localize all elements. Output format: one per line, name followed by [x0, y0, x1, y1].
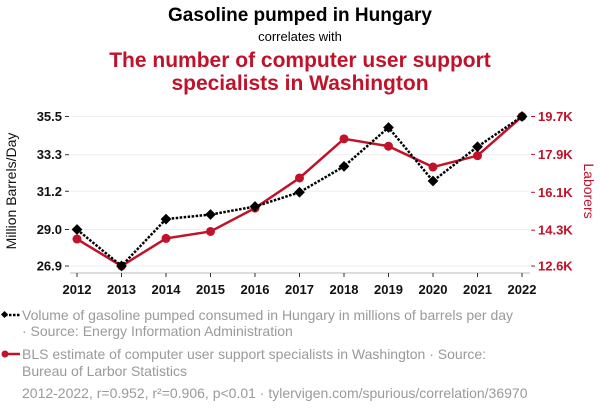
y-right-tick-label: 14.3K — [538, 223, 573, 238]
y-left-tick-label: 33.3 — [37, 147, 62, 162]
point-gasoline — [160, 213, 172, 225]
x-tick-label: 2012 — [63, 282, 92, 297]
point-laborers — [206, 226, 215, 236]
legend-gasoline-line2: · Source: Energy Information Administrat… — [22, 323, 293, 339]
point-gasoline — [338, 161, 350, 172]
y-axis-right-label: Laborers — [581, 163, 597, 218]
point-gasoline — [249, 201, 261, 212]
chart-title: Gasoline pumped in Hungary — [168, 5, 432, 26]
legend-marker-laborers — [1, 350, 20, 358]
point-gasoline — [205, 209, 216, 220]
legend-laborers-line1: BLS estimate of computer user support sp… — [22, 346, 486, 362]
x-tick-label: 2015 — [196, 282, 225, 297]
y-right-tick-label: 16.1K — [538, 185, 573, 200]
point-laborers — [161, 233, 171, 243]
chart-subtitle: correlates with — [258, 29, 342, 44]
point-gasoline — [427, 175, 439, 187]
x-tick-label: 2014 — [152, 282, 182, 297]
point-gasoline — [472, 141, 483, 153]
point-laborers — [384, 141, 393, 151]
chart-title2-line1: The number of computer user support — [109, 49, 491, 72]
y-right-tick-label: 19.7K — [538, 109, 573, 124]
point-laborers — [473, 151, 482, 161]
point-laborers — [428, 162, 438, 172]
x-tick-label: 2022 — [508, 282, 537, 297]
x-tick-label: 2021 — [463, 282, 492, 297]
x-tick-label: 2017 — [285, 282, 314, 297]
x-tick-label: 2018 — [330, 282, 359, 297]
y-left-tick-label: 35.5 — [37, 109, 62, 124]
y-left-tick-label: 29.0 — [37, 222, 62, 237]
point-gasoline — [294, 186, 305, 198]
y-axis-left-label: Million Barrels/Day — [3, 133, 19, 250]
x-tick-label: 2019 — [374, 282, 403, 297]
x-tick-label: 2016 — [241, 282, 270, 297]
point-gasoline — [71, 224, 83, 235]
footer-stats: 2012-2022, r=0.952, r²=0.906, p<0.01 · t… — [22, 385, 528, 401]
point-gasoline — [383, 122, 394, 133]
series-gasoline-line — [76, 115, 523, 268]
point-laborers — [295, 173, 304, 183]
y-left-tick-label: 26.9 — [37, 259, 62, 274]
x-tick-label: 2013 — [107, 282, 136, 297]
point-laborers — [339, 134, 349, 144]
y-right-tick-label: 17.9K — [538, 147, 573, 162]
chart-title2-line2: specialists in Washington — [171, 72, 428, 95]
legend: Volume of gasoline pumped consumed in Hu… — [0, 307, 528, 401]
legend-marker-gasoline — [0, 310, 20, 319]
y-left-tick-label: 31.2 — [37, 184, 62, 199]
y-right-tick-label: 12.6K — [538, 259, 573, 274]
point-laborers — [72, 234, 82, 244]
legend-laborers-line2: Bureau of Larbor Statistics — [22, 363, 187, 379]
x-tick-label: 2020 — [419, 282, 448, 297]
legend-gasoline-line1: Volume of gasoline pumped consumed in Hu… — [22, 307, 513, 323]
